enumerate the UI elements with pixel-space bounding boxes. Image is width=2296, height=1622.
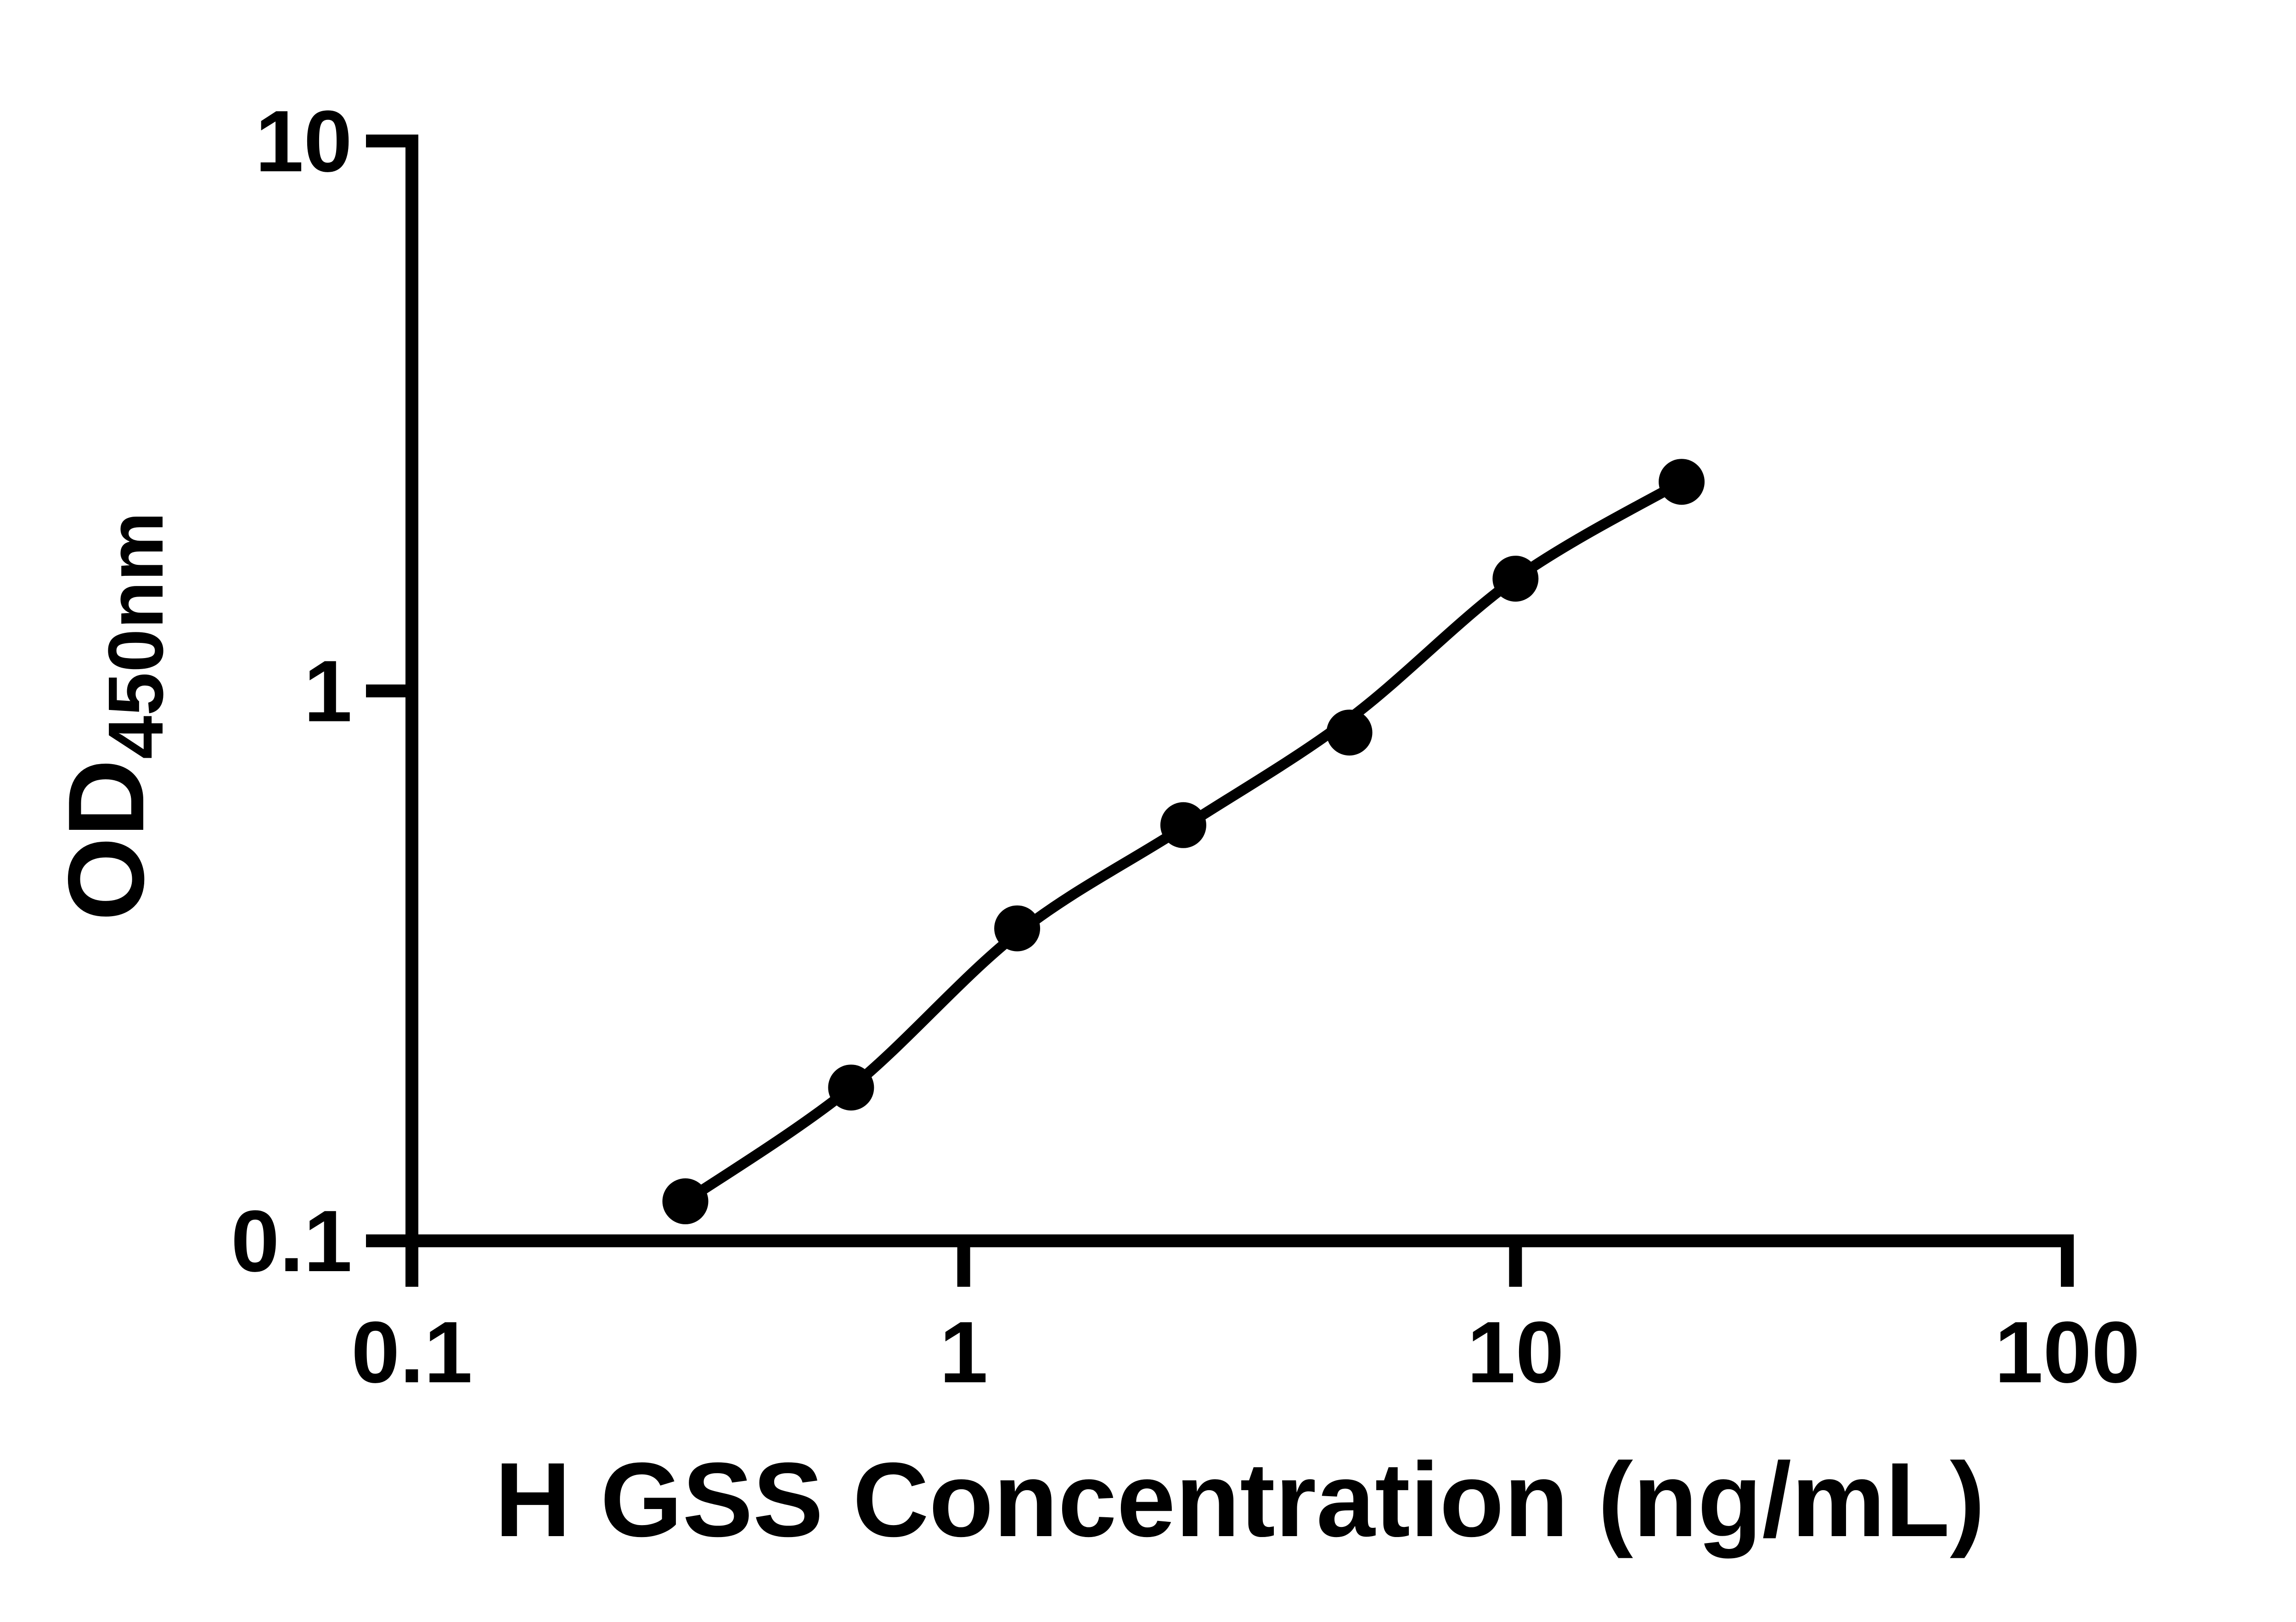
x-axis-ticks <box>405 1241 2074 1287</box>
data-point-7 <box>1659 459 1705 505</box>
y-axis-title-subscript: 450nm <box>92 512 180 759</box>
data-point-4 <box>1160 802 1206 848</box>
data-point-5 <box>1326 710 1373 756</box>
x-tick-label-10: 10 <box>1467 1304 1564 1401</box>
series-group <box>662 459 1705 1224</box>
x-tick-label-100: 100 <box>1994 1304 2140 1401</box>
y-tick-label-1: 1 <box>304 643 352 740</box>
x-axis-title: H GSS Concentration (ng/mL) <box>495 1441 1985 1559</box>
data-points <box>662 459 1705 1224</box>
x-tick-label-0.1: 0.1 <box>351 1304 473 1401</box>
y-axis-ticks <box>366 135 412 1247</box>
data-point-1 <box>662 1178 709 1224</box>
data-point-2 <box>828 1064 874 1111</box>
y-tick-label-10: 10 <box>255 93 352 190</box>
data-point-3 <box>994 905 1041 952</box>
y-axis-title-main: OD <box>45 759 166 921</box>
data-point-6 <box>1492 556 1539 602</box>
y-axis-title: OD450nm <box>45 512 180 921</box>
y-tick-label-0.1: 0.1 <box>231 1193 352 1290</box>
x-tick-label-1: 1 <box>940 1304 988 1401</box>
x-axis-tick-labels: 0.1 1 10 100 <box>351 1304 2140 1401</box>
y-axis-tick-labels: 0.1 1 10 <box>231 93 352 1290</box>
